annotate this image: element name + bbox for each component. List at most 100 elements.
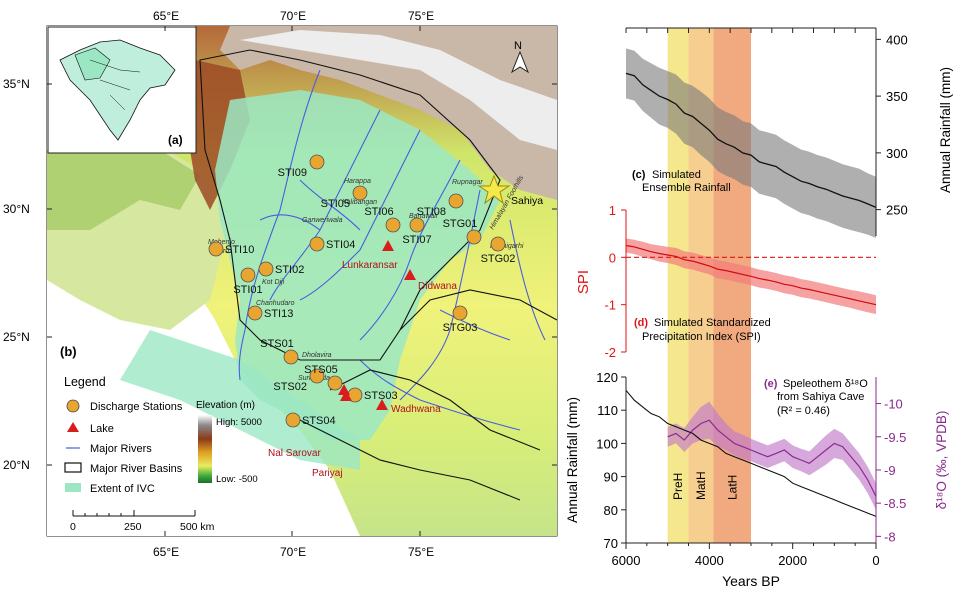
river-branch-1: [299, 179, 361, 231]
y-tick-label: 80: [604, 503, 618, 518]
y-tick-label: -2: [604, 345, 616, 360]
site-label: Rakhigarhi: [490, 243, 524, 250]
station-label: STI09: [278, 167, 307, 179]
lon-tick-bottom: 65°E: [153, 545, 179, 559]
y-tick-label: -9: [884, 463, 896, 478]
station-label: STG01: [443, 218, 478, 230]
station-label: STI07: [402, 234, 431, 246]
longitude-ticks: 65°E 65°E 70°E 70°E 75°E 75°E: [153, 9, 434, 559]
lake-label: Pariyaj: [312, 468, 343, 479]
station-marker: [309, 154, 325, 170]
period-label: LatH: [725, 475, 739, 500]
y-tick-label: -9.5: [884, 430, 906, 445]
lon-tick-bottom: 75°E: [408, 545, 434, 559]
site-label: Dholavira: [302, 352, 332, 359]
north-label: N: [514, 40, 522, 52]
scale-500: 500 km: [180, 521, 215, 533]
ylabel-d: SPI: [575, 270, 592, 294]
site-label: Harappa: [344, 178, 371, 185]
lake-marker: [404, 269, 416, 280]
scale-bar: 0 250 500 km: [70, 510, 215, 533]
title-e-note: (R² = 0.46): [777, 405, 830, 417]
himalaya-snow: [240, 30, 557, 150]
title-c-1: Simulated: [652, 169, 701, 181]
lake-label: Lunkaransar: [342, 260, 398, 271]
title-c-2: Ensemble Rainfall: [642, 182, 731, 194]
ensemble-band: [626, 48, 876, 239]
time-series-panels: PreH MatH LatH 250 300 350 400 Annual Rainfall…: [565, 27, 953, 589]
legend-lake-icon: [67, 422, 79, 432]
site-label: Banawali: [409, 213, 438, 220]
scale-0: 0: [70, 521, 76, 533]
map-panel: (a) N 65°E 65°E 70°E 70°E 75°E 75°E 35°N 30°N 2…: [3, 9, 558, 559]
ensemble-line: [625, 72, 877, 208]
indus-river: [238, 69, 321, 381]
ylabel-e-right: δ¹⁸O (‰, VPDB): [934, 411, 949, 510]
station-marker: [385, 217, 401, 233]
lake-label: Didwana: [418, 281, 457, 292]
y-tick-label: 90: [604, 470, 618, 485]
station-marker: [208, 241, 224, 257]
y-tick-label: 0: [609, 250, 616, 265]
y-tick-label: 1: [609, 203, 616, 218]
station-label: STI01: [233, 284, 262, 296]
site-label: Ganweriwala: [302, 217, 343, 224]
panel-label-c: (c): [632, 169, 646, 181]
period-label: MatH: [694, 471, 708, 500]
lon-tick-bottom: 70°E: [280, 545, 306, 559]
legend-ivc-icon: [65, 483, 81, 492]
d18O-line: [667, 419, 877, 497]
station-marker: [409, 217, 425, 233]
legend-title: Legend: [64, 375, 106, 389]
lake-label: Nal Sarovar: [268, 448, 321, 459]
y-tick-label: 100: [596, 436, 618, 451]
legend-station-icon: [66, 399, 80, 413]
d18O-band: [667, 401, 876, 510]
lon-tick-top: 65°E: [153, 9, 179, 23]
period-bands: PreH MatH LatH: [667, 28, 751, 543]
y-tick-label: -8.5: [884, 496, 906, 511]
station-label: STI13: [264, 308, 293, 320]
y-tick-label: -10: [884, 397, 903, 412]
narmada-basin: [299, 419, 521, 501]
mahi-basin: [329, 369, 541, 451]
station-marker: [452, 305, 468, 321]
station-label: STS03: [364, 390, 398, 402]
station-label: STG03: [443, 322, 478, 334]
sahiya-label: Sahiya: [511, 195, 543, 207]
legend-stations: Discharge Stations: [90, 401, 183, 413]
river-branch-3: [439, 309, 511, 341]
spi-line: [625, 244, 877, 306]
rainfall-line: [625, 389, 877, 517]
inset-basins: [89, 59, 141, 111]
station-label: STI04: [326, 239, 355, 251]
mahi-river: [359, 359, 521, 431]
elevation-high: High: 5000: [216, 417, 262, 428]
inset-ivc: [74, 47, 111, 81]
legend-basin-icon: [64, 462, 82, 473]
lat-tick-left: 20°N: [3, 458, 30, 472]
y-tick-label: 70: [604, 536, 618, 551]
title-e-1: Speleothem δ¹⁸O: [783, 378, 868, 390]
elevation-colorbar: [198, 415, 212, 483]
station-marker: [352, 185, 368, 201]
ravi-river: [299, 129, 421, 301]
site-label: Kot Diji: [262, 279, 285, 286]
station-label: STI05: [321, 198, 350, 210]
period-band-preh: [667, 28, 689, 543]
title-d-1: Simulated Standardized: [654, 317, 771, 329]
ylabel-e-left: Annual Rainfall (mm): [565, 397, 580, 523]
station-marker: [247, 305, 263, 321]
y-tick-label: 400: [886, 32, 908, 47]
x-tick-label: 0: [872, 553, 879, 568]
sahiya-star-icon: [477, 174, 511, 205]
station-label: STI06: [364, 206, 393, 218]
station-label: STI10: [225, 244, 254, 256]
title-d-2: Precipitation Index (SPI): [642, 331, 761, 343]
chart-e-speleothem: 70 80 90 100 110 120 Annual Rainfall (mm) -8 -8.…: [565, 370, 949, 589]
scale-250: 250: [124, 521, 142, 533]
elevation-title: Elevation (m): [196, 400, 255, 411]
station-label: STS01: [260, 338, 294, 350]
y-tick-label: 250: [886, 203, 908, 218]
